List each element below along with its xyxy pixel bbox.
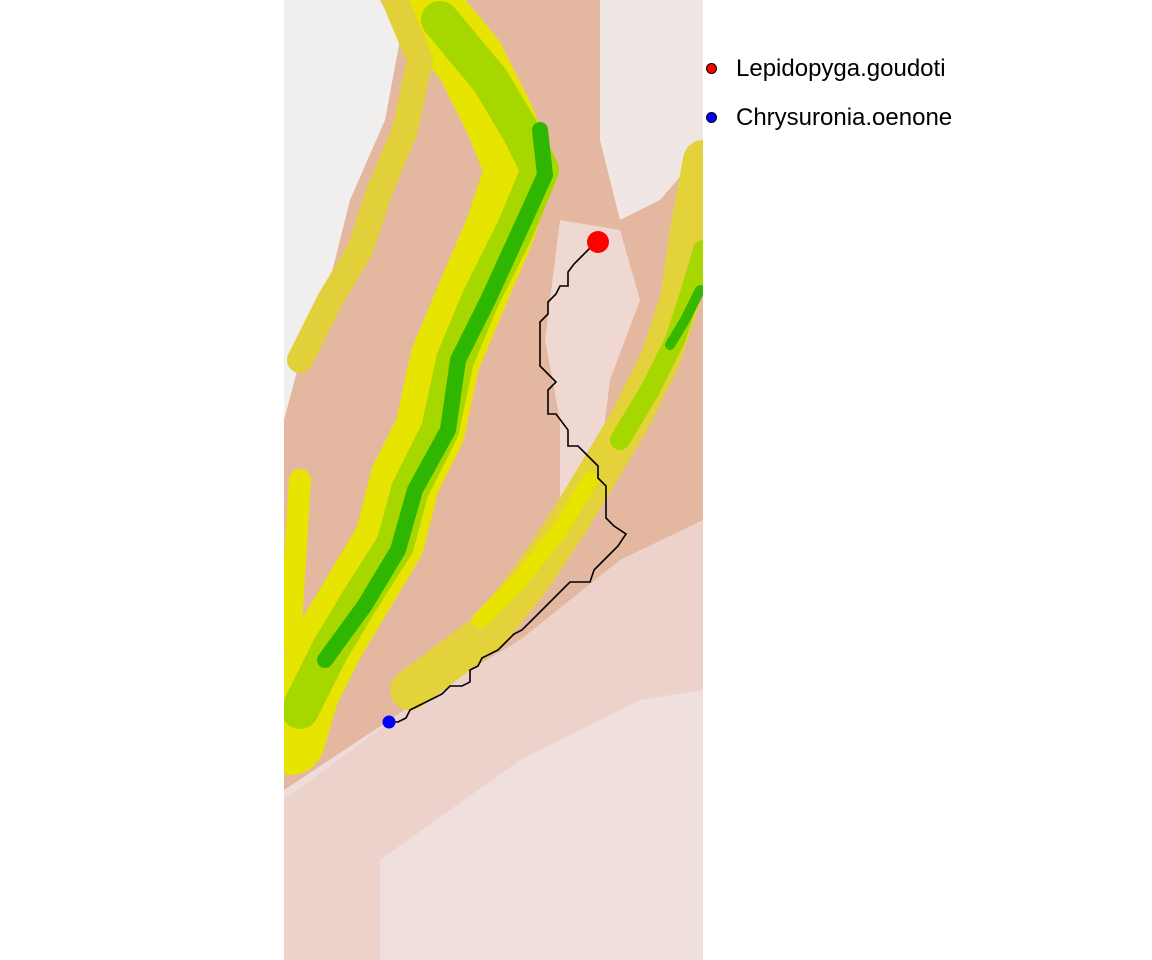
- legend-label: Chrysuronia.oenone: [736, 103, 953, 131]
- origin-point-marker: [587, 231, 609, 253]
- legend-marker-blue: [706, 112, 717, 123]
- legend-marker-red: [706, 63, 717, 74]
- legend-item: Lepidopyga.goudoti: [700, 44, 952, 93]
- destination-point-marker: [382, 715, 396, 729]
- legend-item: Chrysuronia.oenone: [700, 93, 952, 142]
- legend-label: Lepidopyga.goudoti: [736, 54, 946, 82]
- least-cost-path: [390, 241, 628, 723]
- elevation-raster: [284, 0, 703, 960]
- map-legend: Lepidopyga.goudoti Chrysuronia.oenone: [700, 44, 952, 142]
